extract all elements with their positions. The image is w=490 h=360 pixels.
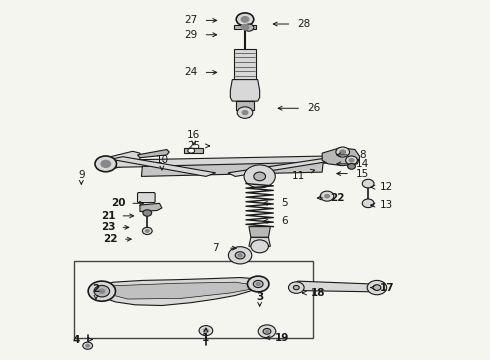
Text: 13: 13 [380, 200, 393, 210]
Text: 15: 15 [356, 168, 369, 179]
Circle shape [94, 285, 110, 297]
Polygon shape [230, 80, 260, 101]
Circle shape [258, 325, 276, 338]
Circle shape [236, 13, 254, 26]
Circle shape [263, 328, 271, 334]
Text: 14: 14 [356, 159, 369, 169]
Polygon shape [142, 162, 323, 176]
Circle shape [241, 24, 249, 30]
Polygon shape [140, 203, 162, 212]
Polygon shape [111, 157, 216, 176]
Text: 10: 10 [155, 155, 169, 165]
Text: 4: 4 [73, 334, 80, 345]
Circle shape [367, 280, 387, 295]
Circle shape [237, 107, 253, 118]
Text: 22: 22 [103, 234, 118, 244]
Circle shape [228, 247, 252, 264]
Circle shape [199, 325, 213, 336]
Circle shape [251, 240, 269, 253]
Circle shape [325, 194, 330, 198]
Polygon shape [249, 226, 270, 237]
Text: 16: 16 [187, 130, 200, 140]
Text: 11: 11 [292, 171, 305, 181]
Circle shape [235, 252, 245, 259]
Circle shape [244, 165, 275, 188]
Polygon shape [294, 281, 379, 292]
Circle shape [362, 179, 374, 188]
Text: 6: 6 [281, 216, 288, 226]
Polygon shape [234, 25, 256, 30]
Circle shape [244, 24, 254, 31]
Circle shape [373, 285, 381, 291]
Circle shape [256, 283, 260, 285]
Text: 18: 18 [311, 288, 325, 298]
Text: 7: 7 [212, 243, 219, 253]
Polygon shape [113, 282, 252, 299]
Polygon shape [236, 101, 254, 110]
Text: 1: 1 [202, 333, 210, 343]
Text: 23: 23 [101, 222, 116, 232]
Text: 19: 19 [274, 333, 289, 343]
Circle shape [143, 210, 152, 216]
Circle shape [253, 280, 263, 288]
Circle shape [320, 191, 334, 201]
Circle shape [83, 342, 93, 349]
Polygon shape [184, 148, 203, 153]
Circle shape [242, 111, 248, 115]
Circle shape [289, 282, 304, 293]
Circle shape [336, 147, 349, 157]
Polygon shape [249, 237, 270, 246]
Circle shape [294, 285, 299, 290]
Text: 5: 5 [281, 198, 288, 208]
Circle shape [340, 150, 345, 154]
Circle shape [99, 289, 105, 293]
Text: 12: 12 [380, 182, 393, 192]
Circle shape [247, 276, 269, 292]
Text: 25: 25 [187, 141, 200, 151]
Circle shape [101, 160, 111, 167]
Text: 27: 27 [185, 15, 198, 26]
Text: 2: 2 [92, 284, 99, 294]
Polygon shape [138, 149, 169, 158]
Text: 9: 9 [78, 170, 85, 180]
Polygon shape [322, 148, 360, 166]
Text: 24: 24 [185, 67, 198, 77]
Circle shape [188, 148, 195, 153]
Text: 3: 3 [256, 292, 263, 302]
Text: 29: 29 [185, 30, 198, 40]
Circle shape [266, 330, 269, 332]
Circle shape [86, 344, 90, 347]
Circle shape [345, 156, 357, 165]
Text: 8: 8 [359, 150, 366, 160]
Bar [74, 261, 314, 338]
Circle shape [241, 17, 249, 22]
Polygon shape [99, 278, 260, 306]
Circle shape [347, 163, 355, 169]
Text: 26: 26 [307, 103, 320, 113]
Circle shape [95, 156, 117, 172]
FancyBboxPatch shape [138, 193, 155, 203]
Circle shape [254, 172, 266, 181]
Polygon shape [108, 156, 347, 167]
Polygon shape [228, 157, 343, 176]
Text: 22: 22 [331, 193, 345, 203]
Text: 17: 17 [379, 283, 394, 293]
Circle shape [349, 158, 354, 162]
Circle shape [146, 229, 149, 232]
Circle shape [143, 227, 152, 234]
Text: 20: 20 [111, 198, 125, 208]
Text: 21: 21 [101, 211, 116, 221]
Bar [234, 49, 256, 80]
Circle shape [362, 199, 374, 208]
Circle shape [203, 329, 208, 332]
Polygon shape [111, 151, 140, 169]
Circle shape [238, 254, 242, 257]
Text: 28: 28 [297, 19, 310, 29]
Circle shape [88, 281, 116, 301]
